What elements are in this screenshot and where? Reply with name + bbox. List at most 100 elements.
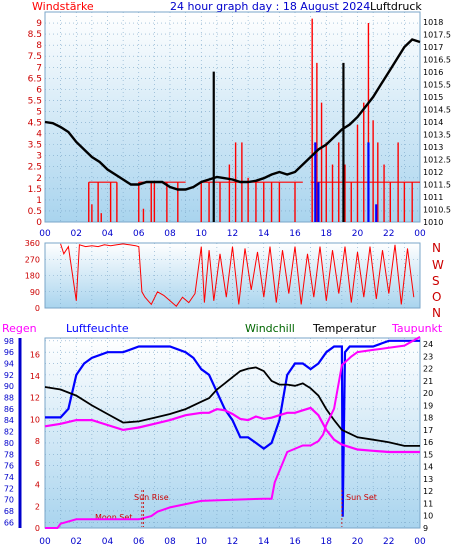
humidity-tick-label: 86 <box>4 405 14 414</box>
hour-tick-label: 10 <box>196 229 208 239</box>
rain-tick-label: 8 <box>35 437 40 446</box>
humidity-tick-label: 94 <box>4 360 14 369</box>
direction-tick-label: 0 <box>35 304 40 313</box>
wind-tick-label: 9 <box>36 19 42 29</box>
wind-tick-label: 8 <box>36 41 42 51</box>
wind-direction-line <box>60 243 415 307</box>
hour-tick-label: 00 <box>414 537 426 547</box>
temperature-tick-label: 19 <box>423 401 433 410</box>
hour-tick-label: 20 <box>352 229 364 239</box>
rain-tick-label: 6 <box>35 459 40 468</box>
direction-label-s: S <box>432 274 440 288</box>
humidity-tick-label: 98 <box>4 337 14 346</box>
wind-tick-label: 1.5 <box>28 185 42 195</box>
temperature-tick-label: 9 <box>423 524 428 533</box>
temperature-tick-label: 24 <box>423 340 433 349</box>
temperature-tick-label: 10 <box>423 512 433 521</box>
wind-tick-label: 4 <box>36 130 42 140</box>
hour-tick-label: 04 <box>102 537 114 547</box>
temperature-tick-label: 12 <box>423 487 433 496</box>
hour-tick-label: 16 <box>289 537 301 547</box>
pressure-tick-label: 1017 <box>423 43 443 52</box>
temperature-tick-label: 11 <box>423 499 433 508</box>
direction-label-n-bottom: N <box>432 306 441 320</box>
wind-tick-label: 6 <box>36 85 42 95</box>
direction-label-w: W <box>432 258 444 272</box>
pressure-tick-label: 1013 <box>423 143 443 152</box>
temperature-tick-label: 14 <box>423 463 433 472</box>
direction-tick-label: 90 <box>30 288 40 297</box>
temperature-tick-label: 16 <box>423 438 433 447</box>
humidity-tick-label: 84 <box>4 416 14 425</box>
rain-tick-label: 12 <box>30 394 40 403</box>
rain-line <box>45 336 421 529</box>
data-series <box>18 18 421 529</box>
pressure-tick-label: 1010.5 <box>423 206 451 215</box>
hour-tick-label: 16 <box>289 229 301 239</box>
pressure-tick-label: 1012.5 <box>423 156 451 165</box>
pressure-tick-label: 1013.5 <box>423 131 451 140</box>
hour-tick-label: 14 <box>258 229 270 239</box>
moonset-annotation: Moon Set <box>95 513 132 522</box>
direction-tick-label: 180 <box>25 272 40 281</box>
pressure-line <box>44 38 421 191</box>
hour-tick-label: 22 <box>383 229 394 239</box>
graph-title: 24 hour graph day : 18 August 2024 <box>170 0 370 13</box>
temperature-tick-label: 23 <box>423 352 433 361</box>
temperature-tick-label: 13 <box>423 475 433 484</box>
hour-tick-label: 08 <box>164 229 176 239</box>
humidity-tick-label: 72 <box>4 484 14 493</box>
axis-labels: 0000020204040606080810101212141416161818… <box>4 18 451 547</box>
hour-tick-label: 18 <box>321 537 333 547</box>
pressure-tick-label: 1015 <box>423 93 443 102</box>
wind-tick-label: 0 <box>36 218 42 228</box>
wind-tick-label: 5.5 <box>28 96 42 106</box>
pressure-tick-label: 1016 <box>423 68 443 77</box>
rain-tick-label: 0 <box>35 524 40 533</box>
legend-humidity: Luftfeuchte <box>66 322 129 335</box>
wind-tick-label: 6.5 <box>28 74 42 84</box>
dewpoint-line <box>44 406 420 454</box>
humidity-tick-label: 90 <box>4 382 14 391</box>
rain-tick-label: 10 <box>30 415 40 424</box>
humidity-line <box>45 339 420 517</box>
pressure-tick-label: 1014 <box>423 118 443 127</box>
wind-tick-label: 2 <box>36 174 42 184</box>
hour-tick-label: 06 <box>133 229 145 239</box>
temperature-tick-label: 20 <box>423 389 433 398</box>
pressure-tick-label: 1014.5 <box>423 106 451 115</box>
temperature-line <box>44 366 420 447</box>
hour-tick-label: 20 <box>352 537 364 547</box>
pressure-tick-label: 1017.5 <box>423 31 451 40</box>
wind-tick-label: 0.5 <box>28 207 42 217</box>
direction-label-n-top: N <box>432 241 441 255</box>
temperature-tick-label: 21 <box>423 377 433 386</box>
humidity-tick-label: 82 <box>4 428 14 437</box>
hour-tick-label: 06 <box>133 537 145 547</box>
wind-tick-label: 4.5 <box>28 119 42 129</box>
temperature-tick-label: 22 <box>423 365 433 374</box>
direction-label-o: O <box>432 290 441 304</box>
pressure-axis-title: Luftdruck <box>370 0 422 13</box>
sunset-annotation: Sun Set <box>346 493 377 502</box>
pressure-tick-label: 1011 <box>423 193 443 202</box>
humidity-tick-label: 68 <box>4 507 14 516</box>
humidity-tick-label: 96 <box>4 348 14 357</box>
legend-windchill: Windchill <box>245 322 295 335</box>
humidity-tick-label: 74 <box>4 473 14 482</box>
hour-tick-label: 18 <box>321 229 333 239</box>
direction-tick-label: 360 <box>25 239 40 248</box>
humidity-tick-label: 70 <box>4 496 14 505</box>
pressure-tick-label: 1016.5 <box>423 56 451 65</box>
hour-tick-label: 00 <box>39 537 51 547</box>
wind-tick-label: 3.5 <box>28 141 42 151</box>
hour-tick-label: 00 <box>414 229 426 239</box>
humidity-tick-label: 88 <box>4 394 14 403</box>
humidity-tick-label: 78 <box>4 450 14 459</box>
humidity-tick-label: 80 <box>4 439 14 448</box>
wind-tick-label: 7.5 <box>28 52 42 62</box>
pressure-tick-label: 1011.5 <box>423 181 451 190</box>
hour-tick-label: 12 <box>227 229 238 239</box>
rain-tick-label: 14 <box>30 372 40 381</box>
